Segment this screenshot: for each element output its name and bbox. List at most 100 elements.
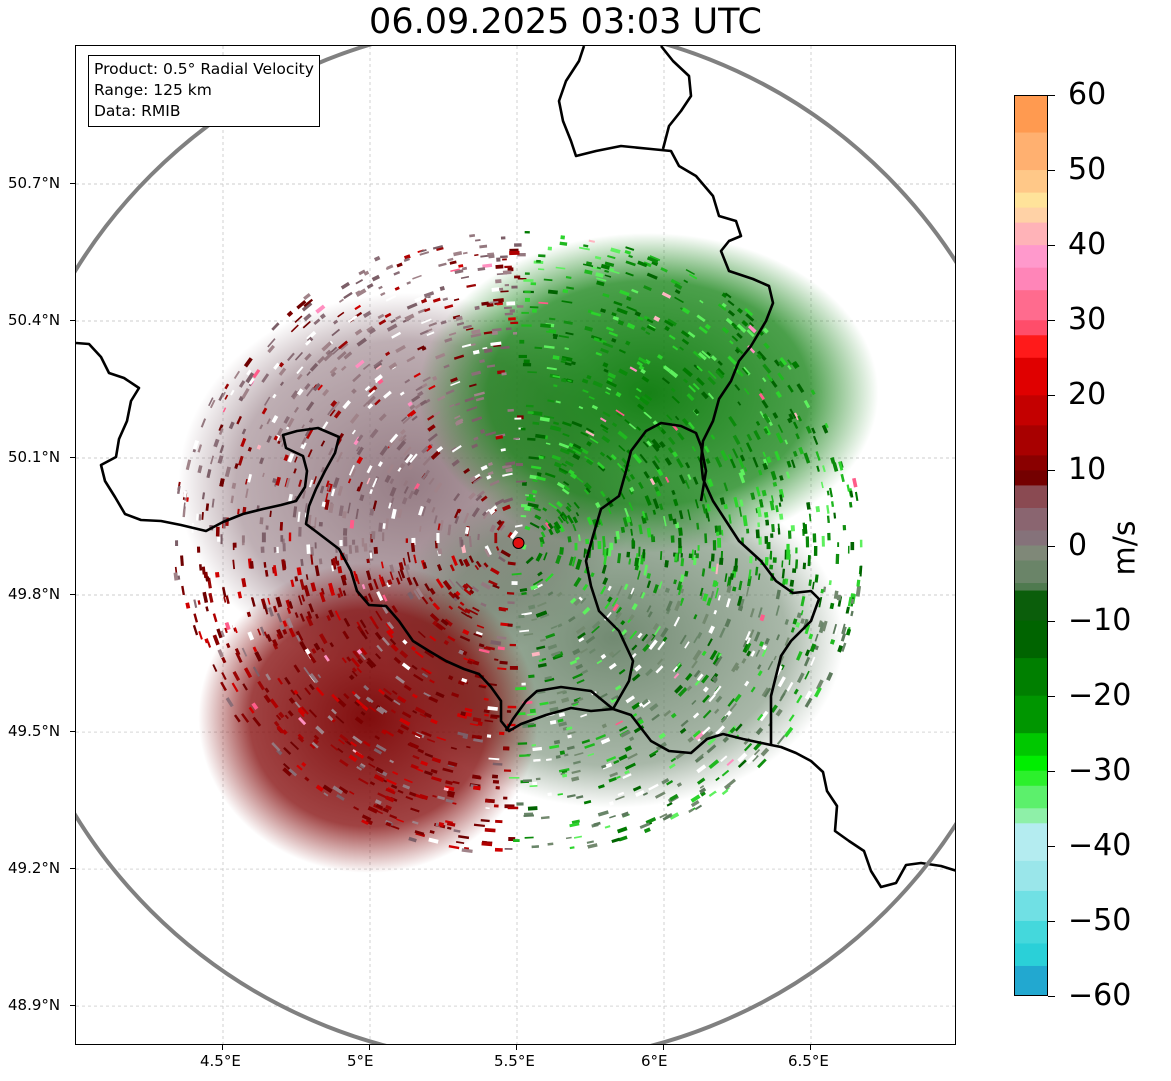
echo-cell — [296, 366, 304, 375]
echo-cell — [504, 283, 510, 287]
echo-cell — [431, 757, 442, 764]
echo-cell — [524, 836, 534, 839]
echo-cell — [419, 793, 429, 801]
echo-cell — [588, 648, 596, 654]
echo-cell — [224, 621, 231, 631]
echo-cell — [750, 686, 756, 693]
echo-cell — [687, 331, 696, 338]
echo-cell — [296, 567, 302, 576]
echo-cell — [464, 608, 471, 614]
echo-cell — [804, 649, 811, 657]
echo-cell — [523, 632, 534, 636]
echo-cell — [385, 795, 395, 803]
echo-cell — [225, 697, 234, 708]
echo-cell — [522, 362, 532, 367]
echo-cell — [403, 480, 409, 487]
echo-cell — [504, 265, 512, 269]
echo-cell — [664, 587, 670, 594]
echo-cell — [532, 592, 541, 597]
echo-cell — [420, 760, 429, 767]
echo-cell — [443, 364, 450, 369]
echo-cell — [380, 561, 384, 569]
echo-cell — [488, 682, 497, 687]
echo-cell — [403, 486, 409, 494]
echo-cell — [307, 449, 313, 458]
echo-cell — [351, 388, 357, 395]
echo-cell — [514, 275, 521, 279]
echo-cell — [684, 479, 690, 489]
echo-cell — [354, 716, 364, 725]
echo-cell — [741, 367, 749, 376]
echo-cell — [511, 572, 522, 576]
echo-cell — [711, 566, 716, 572]
echo-cell — [595, 734, 606, 741]
echo-cell — [833, 590, 839, 600]
echo-cell — [314, 517, 317, 528]
echo-cell — [361, 819, 369, 825]
echo-cell — [382, 532, 385, 542]
echo-cell — [315, 304, 326, 314]
echo-cell — [708, 693, 716, 703]
echo-cell — [220, 534, 223, 545]
echo-cell — [395, 344, 406, 353]
echo-cell — [231, 682, 239, 693]
echo-cell — [175, 525, 179, 533]
echo-cell — [458, 835, 470, 840]
echo-cell — [616, 307, 628, 315]
echo-cell — [584, 269, 593, 275]
echo-cell — [627, 752, 638, 760]
echo-cell — [198, 630, 203, 640]
echo-cell — [562, 289, 569, 294]
echo-cell — [496, 303, 503, 306]
echo-cell — [572, 453, 581, 461]
echo-cell — [557, 793, 564, 796]
echo-cell — [467, 614, 473, 619]
echo-cell — [503, 769, 511, 772]
echo-cell — [779, 494, 784, 502]
echo-cell — [414, 830, 425, 836]
echo-cell — [396, 695, 407, 704]
echo-cell — [745, 586, 750, 597]
echo-cell — [385, 294, 397, 302]
echo-cell — [735, 325, 741, 331]
echo-cell — [673, 672, 680, 679]
echo-cell — [611, 422, 618, 428]
echo-cell — [820, 588, 825, 594]
echo-cell — [641, 699, 651, 708]
echo-cell — [785, 471, 791, 479]
echo-cell — [427, 328, 433, 332]
echo-cell — [524, 525, 531, 531]
echo-cell — [225, 642, 231, 649]
echo-cell — [257, 680, 265, 691]
echo-cell — [776, 735, 786, 745]
echo-cell — [668, 513, 674, 522]
echo-cell — [357, 292, 369, 301]
echo-cell — [275, 476, 281, 486]
echo-cell — [746, 528, 750, 534]
echo-cell — [332, 477, 340, 488]
echo-cell — [624, 769, 630, 775]
echo-cell — [488, 579, 498, 587]
echo-cell — [465, 327, 474, 331]
echo-cell — [666, 780, 674, 786]
echo-cell — [419, 525, 422, 532]
echo-cell — [775, 589, 781, 600]
echo-cell — [375, 653, 382, 660]
echo-cell — [531, 618, 537, 621]
echo-cell — [508, 776, 520, 779]
echo-cell — [717, 303, 727, 311]
echo-cell — [525, 556, 534, 565]
echo-cell — [275, 596, 283, 608]
echo-cell — [282, 767, 293, 777]
echo-cell — [397, 467, 402, 472]
echo-cell — [787, 365, 792, 370]
echo-cell — [513, 839, 520, 842]
echo-cell — [558, 442, 570, 449]
echo-cell — [578, 637, 585, 643]
echo-cell — [372, 477, 378, 488]
echo-cell — [327, 484, 331, 491]
echo-cell — [592, 380, 603, 388]
echo-cell — [445, 780, 453, 786]
echo-cell — [315, 784, 324, 792]
echo-cell — [656, 354, 664, 360]
